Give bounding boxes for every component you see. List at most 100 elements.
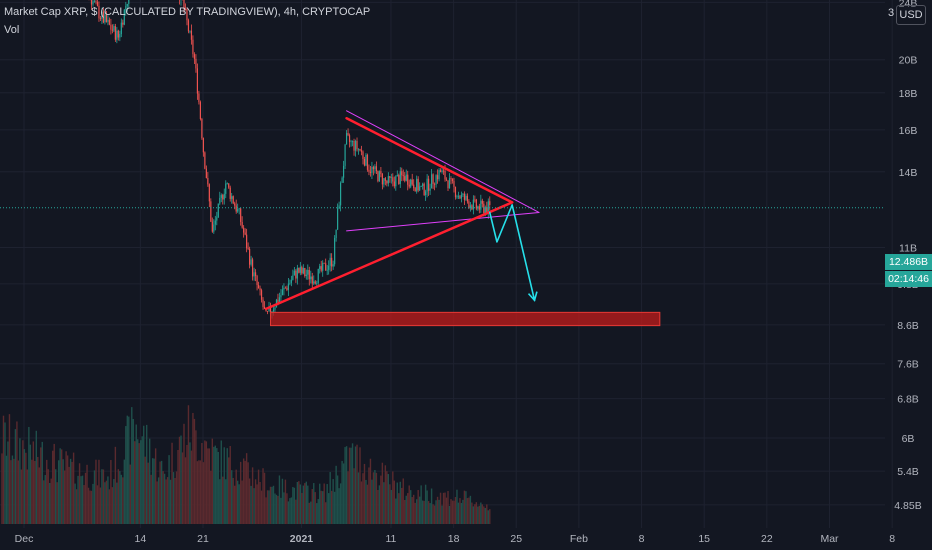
candle-body xyxy=(289,282,291,284)
volume-bar xyxy=(457,502,460,524)
volume-bar xyxy=(40,447,42,524)
currency-selector[interactable]: USD xyxy=(896,5,926,25)
candle-body xyxy=(302,267,304,274)
volume-bar xyxy=(329,472,331,524)
volume-bar xyxy=(87,487,90,524)
volume-bar xyxy=(81,475,84,524)
candle-body xyxy=(384,178,386,181)
volume-bar xyxy=(162,471,164,524)
volume-bar xyxy=(486,504,488,524)
wedge-upper-line[interactable] xyxy=(346,110,540,213)
volume-bar xyxy=(175,471,178,524)
x-tick-label: 8 xyxy=(889,533,895,545)
volume-bar xyxy=(260,490,263,524)
volume-bar xyxy=(236,480,239,524)
volume-bar xyxy=(205,441,208,524)
upper-trendline[interactable] xyxy=(345,117,514,204)
volume-bar xyxy=(131,407,133,524)
candle-body xyxy=(480,200,482,210)
drawings[interactable] xyxy=(264,110,661,327)
candle-body xyxy=(456,196,458,198)
candle-body xyxy=(332,264,334,267)
candle-body xyxy=(262,299,264,307)
volume-bar xyxy=(144,456,146,524)
volume-bar xyxy=(278,475,281,524)
volume-bar xyxy=(213,446,215,524)
candle-body xyxy=(428,178,430,191)
volume-bar xyxy=(60,449,63,524)
projection-path[interactable] xyxy=(488,204,536,302)
volume-bar xyxy=(314,492,316,524)
wedge-lower-line[interactable] xyxy=(346,211,540,232)
candle-body xyxy=(445,179,448,181)
candle-body xyxy=(484,207,486,214)
volume-bar xyxy=(271,486,273,524)
candle-body xyxy=(205,168,207,178)
volume-bar xyxy=(174,477,176,524)
candle-body xyxy=(438,170,440,180)
volume-bar xyxy=(75,489,78,524)
volume-bar xyxy=(362,473,364,524)
candle-body xyxy=(232,196,234,204)
volume-bar xyxy=(259,481,261,524)
volume-bar xyxy=(335,465,337,524)
candle-body xyxy=(308,269,310,280)
volume-bar xyxy=(72,452,75,524)
volume-bar xyxy=(302,485,305,524)
volume-bar xyxy=(10,460,12,524)
volume-bar xyxy=(210,470,212,524)
volume-bars xyxy=(1,405,491,524)
volume-bar xyxy=(160,460,163,524)
volume-bar xyxy=(38,467,40,524)
volume-bar xyxy=(92,483,94,524)
volume-bar xyxy=(407,493,409,524)
candle-body xyxy=(319,266,321,269)
volume-bar xyxy=(151,458,154,524)
candle-body xyxy=(108,19,110,25)
time-axis[interactable]: Dec 14 21 2021 11 18 25 Feb 8 15 22 Mar 8 xyxy=(15,533,896,545)
candle-body xyxy=(338,205,340,209)
last-price-tag: 12.486B xyxy=(885,254,932,270)
candle-body xyxy=(213,224,215,232)
volume-bar xyxy=(392,471,394,524)
volume-bar xyxy=(360,481,363,524)
volume-bar xyxy=(421,500,424,524)
projection-arrowhead[interactable] xyxy=(527,291,538,302)
candle-body xyxy=(451,178,454,182)
chart-legend-title: Market Cap XRP, $ (CALCULATED BY TRADING… xyxy=(4,6,371,18)
candle-body xyxy=(472,199,474,210)
volume-bar xyxy=(445,497,448,524)
support-zone[interactable] xyxy=(270,311,661,327)
volume-bar xyxy=(310,501,312,524)
volume-bar xyxy=(263,472,266,524)
volume-bar xyxy=(113,479,115,524)
volume-bar xyxy=(207,448,209,524)
volume-bar xyxy=(435,500,437,524)
volume-bar xyxy=(105,480,108,524)
volume-bar xyxy=(232,477,234,524)
candle-body xyxy=(274,307,276,310)
lower-trendline[interactable] xyxy=(264,201,514,311)
volume-bar xyxy=(178,436,181,524)
y-tick-label: 6.8B xyxy=(897,394,919,406)
price-axis[interactable]: 28B24B20B18B16B14B11B9.8B8.6B7.6B6.8B6B5… xyxy=(894,0,921,512)
candle-body xyxy=(393,181,395,187)
volume-bar xyxy=(408,485,410,524)
candle-body xyxy=(375,166,378,172)
volume-bar xyxy=(341,460,343,524)
volume-bar xyxy=(132,419,134,524)
bar-countdown-tag: 02:14:46 xyxy=(885,271,932,287)
volume-bar xyxy=(324,502,327,524)
candle-body xyxy=(243,227,245,233)
volume-bar xyxy=(219,479,221,524)
candle-body xyxy=(408,184,410,187)
candle-body xyxy=(489,201,491,205)
volume-bar xyxy=(223,447,225,524)
candle-body xyxy=(231,196,233,199)
volume-bar xyxy=(140,440,142,524)
candle-body xyxy=(463,193,466,200)
candle-body xyxy=(374,166,376,170)
candle-body xyxy=(250,259,252,265)
candle-body xyxy=(301,267,303,274)
